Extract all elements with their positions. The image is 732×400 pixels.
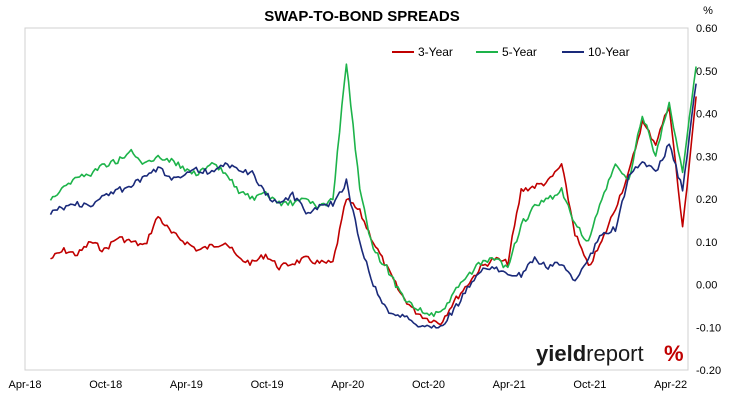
y-tick-label: -0.10 bbox=[696, 322, 721, 334]
x-tick-label: Oct-19 bbox=[251, 379, 284, 391]
y-tick-label: 0.10 bbox=[696, 237, 717, 249]
logo-part-report: report bbox=[586, 341, 643, 366]
x-tick-label: Oct-18 bbox=[89, 379, 122, 391]
series-lines bbox=[49, 63, 697, 329]
x-tick-label: Oct-21 bbox=[573, 379, 606, 391]
series-line-3-year bbox=[50, 96, 697, 326]
y-tick-label: 0.30 bbox=[696, 151, 717, 163]
x-axis-ticks: Apr-18 Oct-18 Apr-19 Oct-19 Apr-20 Oct-20 Apr-… bbox=[8, 379, 687, 391]
chart-title: SWAP-TO-BOND SPREADS bbox=[264, 8, 460, 25]
y-tick-label: 0.50 bbox=[696, 66, 717, 78]
logo-part-yield: yield bbox=[536, 341, 586, 366]
legend: 3-Year 5-Year 10-Year bbox=[392, 45, 630, 59]
y-tick-label: 0.60 bbox=[696, 23, 717, 35]
plot-area bbox=[24, 27, 689, 371]
series-line-5-year bbox=[49, 63, 697, 318]
svg-text:yieldreport: yieldreport bbox=[536, 341, 644, 366]
x-tick-label: Apr-18 bbox=[8, 379, 41, 391]
x-tick-label: Apr-21 bbox=[493, 379, 526, 391]
series-line-10-year bbox=[49, 83, 697, 329]
logo-percent-symbol: % bbox=[664, 341, 684, 366]
y-tick-label: 0.00 bbox=[696, 280, 717, 292]
yieldreport-logo: yieldreport % bbox=[536, 341, 684, 366]
x-tick-label: Oct-20 bbox=[412, 379, 445, 391]
legend-label-10-year: 10-Year bbox=[588, 45, 630, 59]
x-tick-label: Apr-20 bbox=[331, 379, 364, 391]
x-tick-label: Apr-19 bbox=[170, 379, 203, 391]
x-tick-label: Apr-22 bbox=[654, 379, 687, 391]
y-axis-ticks: 0.60 0.50 0.40 0.30 0.20 0.10 0.00 -0.10 -0.20 bbox=[696, 23, 721, 377]
y-tick-label: 0.20 bbox=[696, 194, 717, 206]
y-tick-label: -0.20 bbox=[696, 365, 721, 377]
legend-label-3-year: 3-Year bbox=[418, 45, 453, 59]
legend-label-5-year: 5-Year bbox=[502, 45, 537, 59]
y-tick-label: 0.40 bbox=[696, 109, 717, 121]
y-unit-label: % bbox=[703, 5, 713, 17]
